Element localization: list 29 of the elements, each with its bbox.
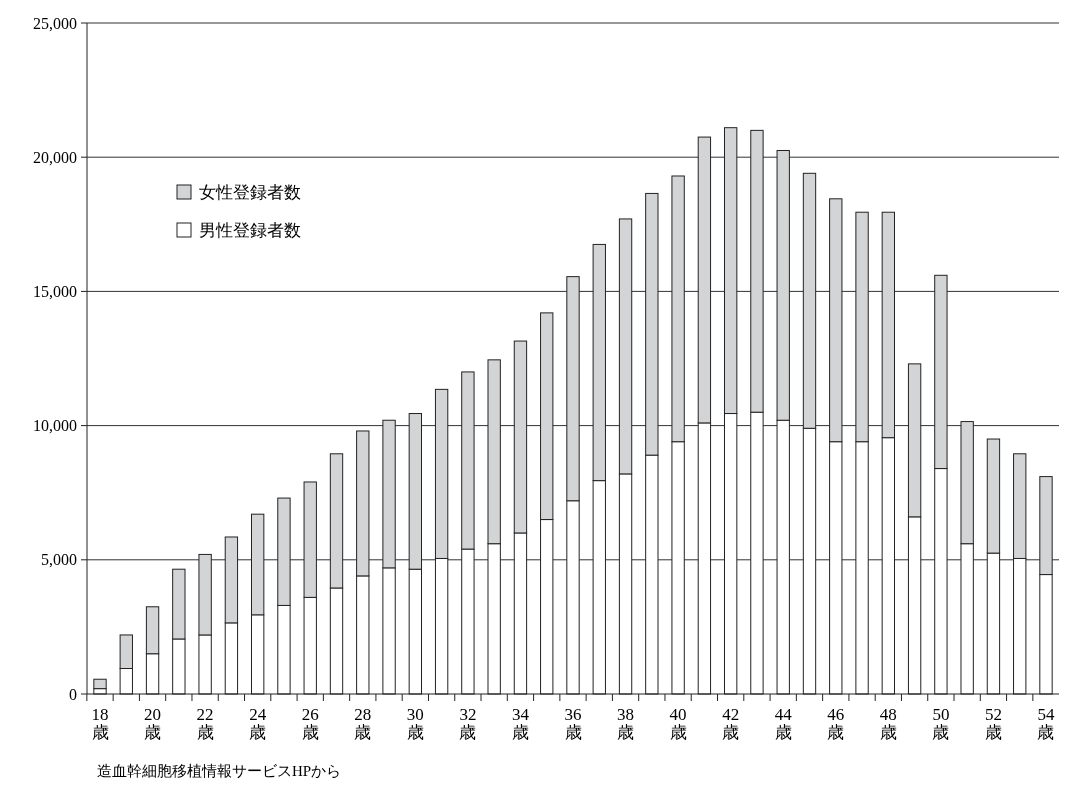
x-tick-label: 36歳 [564, 705, 582, 742]
x-tick-label: 30歳 [406, 705, 424, 742]
x-tick-label: 50歳 [932, 705, 950, 742]
y-tick-label: 15,000 [33, 283, 77, 300]
x-tick-label: 26歳 [301, 705, 319, 742]
y-tick-label: 5,000 [41, 551, 77, 569]
x-tick-label: 22歳 [196, 705, 214, 742]
y-tick-label: 0 [69, 685, 77, 703]
x-tick-label: 32歳 [459, 705, 477, 742]
y-tick-label: 10,000 [33, 417, 77, 435]
x-tick-label: 48歳 [879, 705, 897, 742]
y-tick-label: 25,000 [33, 14, 77, 32]
x-tick-label: 34歳 [511, 705, 530, 742]
x-tick-label: 54歳 [1037, 705, 1055, 742]
text: 造血幹細胞移植情報サービスHPから [97, 763, 342, 779]
bar [93, 678, 107, 690]
x-tick-label: 24歳 [249, 705, 267, 742]
x-tick-label: 20歳 [144, 705, 162, 742]
x-tick-label: 52歳 [984, 705, 1002, 742]
x-tick-label: 46歳 [827, 705, 845, 742]
x-tick-label: 42歳 [722, 705, 740, 742]
legend-label: 女性登録者数 [199, 183, 301, 202]
x-tick-label: 38歳 [617, 705, 635, 742]
x-tick-label: 28歳 [354, 705, 372, 742]
legend-label: 男性登録者数 [199, 221, 301, 240]
x-tick-label: 44歳 [774, 705, 793, 742]
x-tick-label: 18歳 [91, 705, 109, 742]
x-tick-label: 40歳 [669, 705, 687, 742]
y-tick-label: 20,000 [33, 148, 77, 166]
